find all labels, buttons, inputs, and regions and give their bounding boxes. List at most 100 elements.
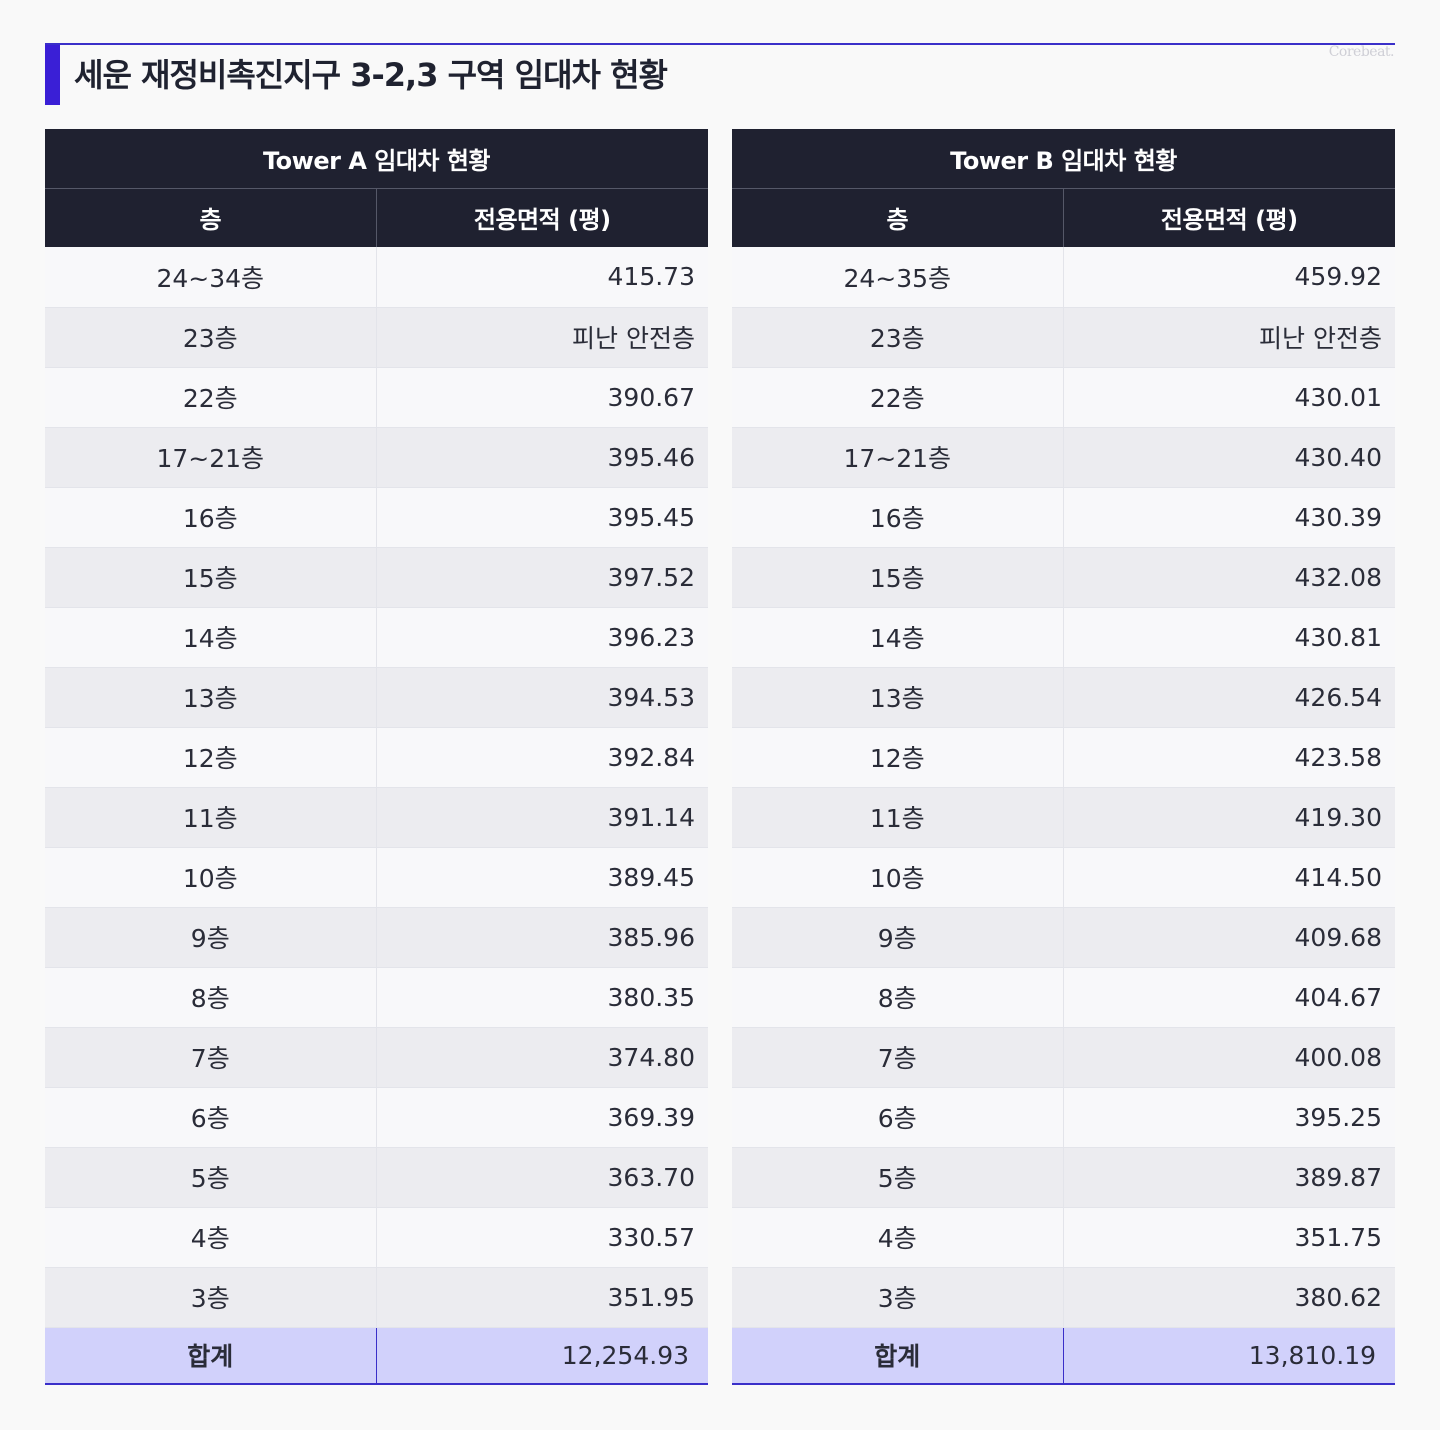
table-row: 6층 395.25 — [732, 1087, 1395, 1148]
area-cell: 395.46 — [375, 427, 708, 488]
area-cell: 415.73 — [375, 247, 708, 308]
floor-cell: 24~35층 — [732, 247, 1063, 308]
floor-cell: 14층 — [45, 607, 376, 668]
floor-cell: 7층 — [732, 1027, 1063, 1088]
area-cell: 390.67 — [375, 367, 708, 428]
floor-cell: 3층 — [732, 1267, 1063, 1328]
floor-cell: 6층 — [45, 1087, 376, 1148]
floor-cell: 16층 — [732, 487, 1063, 548]
floor-cell: 10층 — [732, 847, 1063, 908]
page-title: 세운 재정비촉진지구 3-2,3 구역 임대차 현황 — [74, 56, 668, 94]
table-row: 22층 430.01 — [732, 367, 1395, 428]
table-row: 17~21층 430.40 — [732, 427, 1395, 488]
brand-watermark: Corebeat. — [1328, 44, 1395, 60]
table-row: 17~21층 395.46 — [45, 427, 708, 488]
floor-cell: 6층 — [732, 1087, 1063, 1148]
area-cell: 380.35 — [375, 967, 708, 1028]
area-cell: 392.84 — [375, 727, 708, 788]
floor-cell: 13층 — [732, 667, 1063, 728]
area-cell: 396.23 — [375, 607, 708, 668]
area-cell: 430.01 — [1062, 367, 1395, 428]
table-row: 9층 409.68 — [732, 907, 1395, 968]
table-body: 24~35층 459.92 23층 피난 안전층 22층 430.01 17~21층 430.… — [732, 247, 1395, 1328]
floor-cell: 8층 — [732, 967, 1063, 1028]
floor-cell: 9층 — [732, 907, 1063, 968]
table-row: 7층 400.08 — [732, 1027, 1395, 1088]
area-cell: 430.40 — [1062, 427, 1395, 488]
floor-cell: 22층 — [45, 367, 376, 428]
floor-cell: 4층 — [45, 1207, 376, 1268]
floor-cell: 14층 — [732, 607, 1063, 668]
table-row: 10층 389.45 — [45, 847, 708, 908]
floor-cell: 15층 — [732, 547, 1063, 608]
total-value: 13,810.19 — [1062, 1326, 1395, 1385]
table-row: 7층 374.80 — [45, 1027, 708, 1088]
table-row: 10층 414.50 — [732, 847, 1395, 908]
area-cell: 395.25 — [1062, 1087, 1395, 1148]
area-cell: 389.45 — [375, 847, 708, 908]
table-body: 24~34층 415.73 23층 피난 안전층 22층 390.67 17~21층 395.… — [45, 247, 708, 1328]
floor-cell: 17~21층 — [45, 427, 376, 488]
area-cell: 374.80 — [375, 1027, 708, 1088]
area-cell: 363.70 — [375, 1147, 708, 1208]
table-row: 11층 391.14 — [45, 787, 708, 848]
floor-cell: 9층 — [45, 907, 376, 968]
floor-cell: 11층 — [45, 787, 376, 848]
floor-cell: 23층 — [45, 307, 376, 368]
total-value: 12,254.93 — [375, 1326, 708, 1385]
floor-cell: 16층 — [45, 487, 376, 548]
table-row: 22층 390.67 — [45, 367, 708, 428]
column-header-area: 전용면적 (평) — [1062, 188, 1395, 247]
area-cell: 351.95 — [375, 1267, 708, 1328]
table-row: 9층 385.96 — [45, 907, 708, 968]
column-header-floor: 층 — [45, 188, 376, 247]
area-cell: 389.87 — [1062, 1147, 1395, 1208]
floor-cell: 10층 — [45, 847, 376, 908]
area-cell: 432.08 — [1062, 547, 1395, 608]
floor-cell: 4층 — [732, 1207, 1063, 1268]
table-row: 3층 351.95 — [45, 1267, 708, 1328]
tower-a-table: Tower A 임대차 현황 층 전용면적 (평) 24~34층 415.73 23… — [45, 129, 708, 1385]
area-cell: 397.52 — [375, 547, 708, 608]
floor-cell: 12층 — [732, 727, 1063, 788]
tower-b-table: Tower B 임대차 현황 층 전용면적 (평) 24~35층 459.92 23… — [732, 129, 1395, 1385]
column-header-floor: 층 — [732, 188, 1063, 247]
floor-cell: 8층 — [45, 967, 376, 1028]
total-row: 합계 13,810.19 — [732, 1326, 1395, 1385]
area-cell: 409.68 — [1062, 907, 1395, 968]
table-row: 12층 423.58 — [732, 727, 1395, 788]
table-row: 5층 389.87 — [732, 1147, 1395, 1208]
table-row: 4층 351.75 — [732, 1207, 1395, 1268]
area-cell: 395.45 — [375, 487, 708, 548]
table-caption: Tower A 임대차 현황 — [45, 129, 708, 189]
floor-cell: 13층 — [45, 667, 376, 728]
title-accent-bar — [45, 45, 60, 105]
floor-cell: 24~34층 — [45, 247, 376, 308]
table-row: 12층 392.84 — [45, 727, 708, 788]
area-cell: 400.08 — [1062, 1027, 1395, 1088]
table-row: 8층 404.67 — [732, 967, 1395, 1028]
table-row: 13층 394.53 — [45, 667, 708, 728]
floor-cell: 7층 — [45, 1027, 376, 1088]
area-cell: 391.14 — [375, 787, 708, 848]
table-row: 4층 330.57 — [45, 1207, 708, 1268]
area-cell: 430.81 — [1062, 607, 1395, 668]
area-cell: 385.96 — [375, 907, 708, 968]
area-cell: 피난 안전층 — [375, 307, 708, 368]
floor-cell: 5층 — [732, 1147, 1063, 1208]
total-row: 합계 12,254.93 — [45, 1326, 708, 1385]
floor-cell: 3층 — [45, 1267, 376, 1328]
total-label: 합계 — [45, 1326, 376, 1385]
floor-cell: 15층 — [45, 547, 376, 608]
area-cell: 430.39 — [1062, 487, 1395, 548]
table-row: 23층 피난 안전층 — [45, 307, 708, 368]
area-cell: 423.58 — [1062, 727, 1395, 788]
top-divider — [45, 43, 1395, 45]
table-row: 15층 397.52 — [45, 547, 708, 608]
area-cell: 394.53 — [375, 667, 708, 728]
area-cell: 351.75 — [1062, 1207, 1395, 1268]
table-row: 24~35층 459.92 — [732, 247, 1395, 308]
table-caption: Tower B 임대차 현황 — [732, 129, 1395, 189]
table-row: 14층 430.81 — [732, 607, 1395, 668]
table-row: 8층 380.35 — [45, 967, 708, 1028]
